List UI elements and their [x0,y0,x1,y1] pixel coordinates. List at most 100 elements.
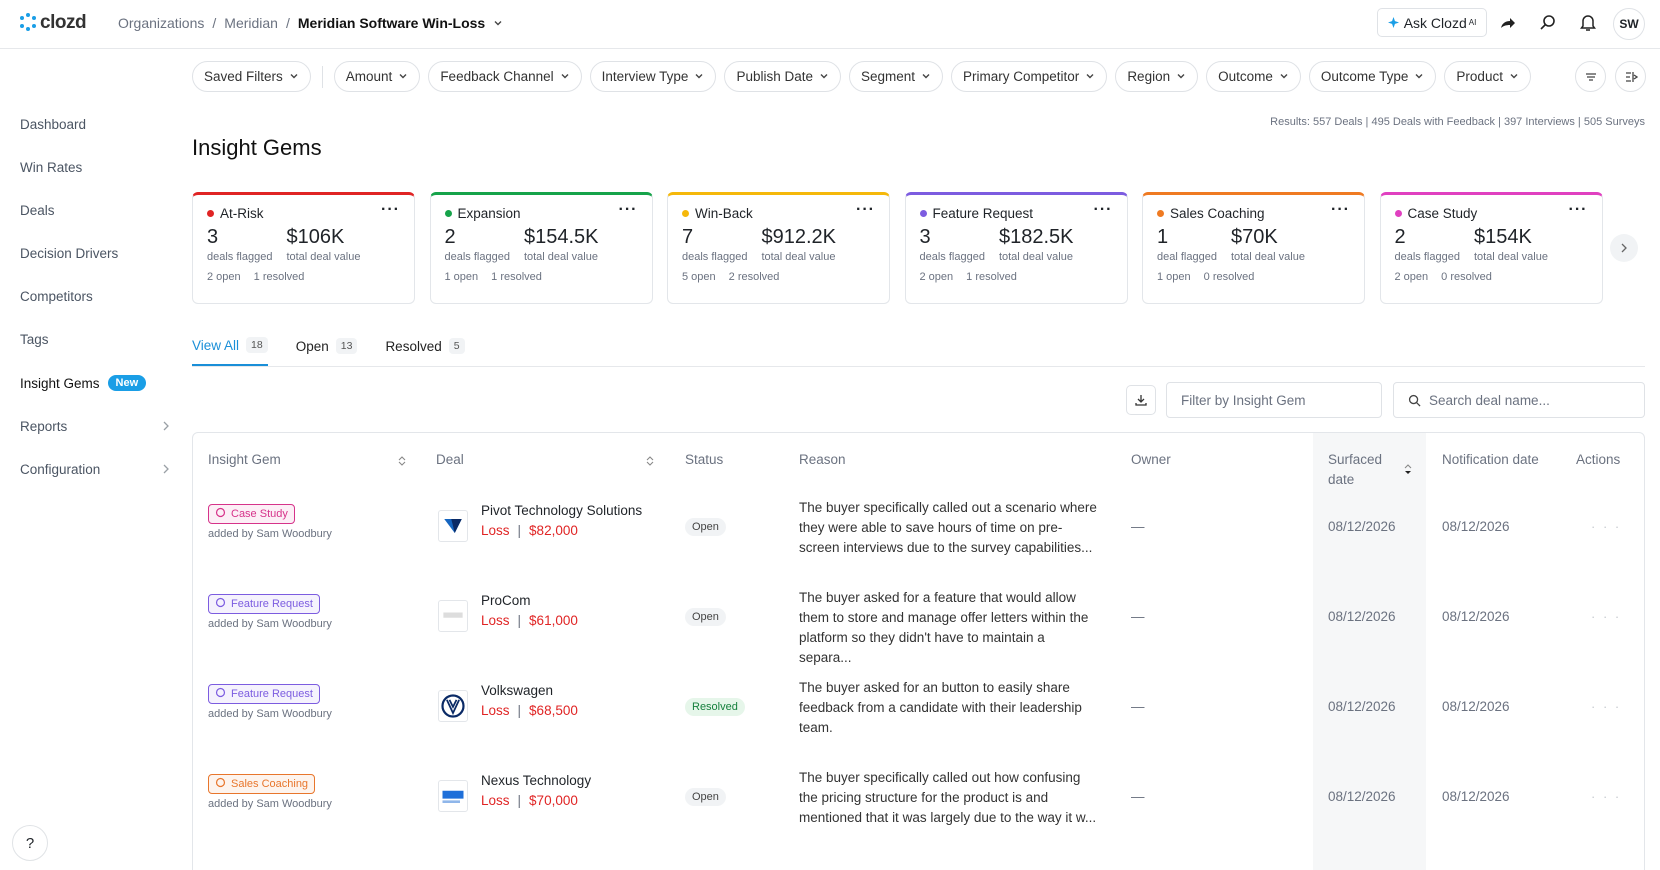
sidebar-item[interactable]: Deals [20,203,170,218]
gem-label: Case Study [231,508,288,520]
column-header: Notification date [1442,452,1539,467]
sidebar-item[interactable]: Competitors [20,289,170,304]
top-bar: clozd Organizations / Meridian / Meridian Sof… [0,0,1660,49]
card-value-block: $70K total deal value [1231,226,1305,263]
filter-separator [321,65,323,88]
card-count-block: 3 deals flagged [920,226,985,263]
breadcrumb[interactable]: Meridian Software Win-Loss [297,15,486,31]
deal-cell: Pivot Technology Solutions Loss | $82,000 [481,503,642,538]
sort-icon[interactable] [398,454,406,472]
filter-chevron [289,69,299,84]
insight-card[interactable]: Expansion ··· 2 deals flagged $154.5K total d… [429,192,653,304]
breadcrumb[interactable]: Organizations [118,15,205,31]
company-name[interactable]: Volkswagen [481,683,554,698]
card-menu[interactable]: ··· [618,201,638,218]
deal-cell: Nexus Technology Loss | $70,000 [481,773,591,808]
filter-button[interactable]: Feedback Channel [428,61,582,92]
card-menu[interactable]: ··· [1331,201,1350,218]
filter-label: Segment [860,69,916,84]
sidebar-item[interactable]: Configuration [20,461,170,477]
insight-card[interactable]: At-Risk ··· 3 deals flagged $106K total deal … [192,192,415,304]
cards-next[interactable] [1610,234,1638,262]
filter-button[interactable]: Interview Type [589,61,717,92]
card-value: $106K [286,226,345,248]
card-menu[interactable]: ··· [381,201,400,218]
company-name[interactable]: ProCom [481,593,531,608]
chevron [1177,74,1185,79]
filter-button[interactable]: Product [1444,61,1531,92]
card-menu[interactable]: ··· [1093,201,1113,218]
notification-date: 08/12/2026 [1442,789,1510,804]
tab-count: 18 [246,337,268,353]
filter-button[interactable]: Region [1115,61,1199,92]
filter-button[interactable]: Outcome [1206,61,1301,92]
crumb-separator: / [212,15,217,31]
sparkle-icon [1387,15,1399,31]
card-count-label: deals flagged [919,251,985,263]
sidebar-label: Insight Gems [20,375,100,391]
row-actions[interactable]: · · · [1591,609,1622,624]
sidebar-item[interactable]: Insight Gems New [20,375,170,391]
breadcrumb-dropdown[interactable] [493,15,503,31]
sort-active-icon[interactable] [1404,463,1412,481]
filter-button[interactable]: Primary Competitor [951,61,1108,92]
sidebar-item[interactable]: Dashboard [20,117,170,132]
bell-icon[interactable] [1578,13,1598,38]
filter-button[interactable]: Saved Filters [192,61,311,92]
card-dot [1157,210,1164,217]
gem-tag: Feature Request [208,594,320,614]
card-name: At-Risk [220,206,264,221]
sidebar-item[interactable]: Win Rates [20,160,170,175]
gem-filter-input[interactable]: Filter by Insight Gem [1166,382,1382,418]
company-name[interactable]: Nexus Technology [481,773,592,788]
logo: clozd [40,12,87,33]
card-dot [444,210,452,217]
sidebar-item[interactable]: Reports [20,418,170,434]
deal-divider: | [517,793,522,808]
insight-card[interactable]: Feature Request ··· 3 deals flagged $182.5K t… [904,192,1128,304]
search-input[interactable]: Search deal name... [1393,382,1645,418]
card-menu[interactable]: ··· [856,201,875,218]
sidebar-item[interactable]: Decision Drivers [20,246,170,261]
company-name[interactable]: Pivot Technology Solutions [481,503,643,518]
filter-button[interactable]: Publish Date [724,61,841,92]
breadcrumb[interactable]: Meridian [224,15,278,31]
row-actions[interactable]: · · · [1591,699,1622,714]
reason: The buyer asked for a feature that would… [799,590,1089,665]
settings-button[interactable] [1575,61,1606,92]
column-header: Owner [1131,452,1171,467]
sort-icon[interactable] [646,454,654,472]
sidebar-label: Competitors [20,289,93,304]
column-header: Deal [436,452,464,467]
gem-tag: Case Study [208,504,295,524]
filter-button[interactable]: Segment [848,61,944,92]
insight-card[interactable]: Case Study ··· 2 deals flagged $154K total de… [1379,192,1603,304]
sidebar-item[interactable]: Tags [20,332,170,347]
gem-cell: Case Study added by Sam Woodbury [208,504,332,540]
insight-card[interactable]: Win-Back ··· 7 deals flagged $912.2K total de… [667,192,890,304]
avatar[interactable]: SW [1613,8,1645,40]
row-actions[interactable]: · · · [1591,519,1622,534]
status-pill: Open [685,788,726,806]
tab[interactable]: Resolved 5 [385,337,465,366]
ask-button[interactable]: Ask Clozd AI [1377,8,1487,37]
search-icon[interactable] [1538,13,1558,38]
card-menu[interactable]: ··· [1568,201,1588,218]
insight-card[interactable]: Sales Coaching ··· 1 deal flagged $70K total … [1142,192,1365,304]
download-button[interactable] [1126,385,1156,415]
compare-button[interactable] [1615,61,1646,92]
card-count: 3 [207,226,219,248]
tab[interactable]: View All 18 [192,337,268,366]
tab[interactable]: Open 13 [296,337,358,366]
tab-label: View All [192,337,240,353]
card-footer: 1 open 0 resolved [1157,271,1350,283]
filter-label: Publish Date [736,69,813,84]
filter-button[interactable]: Outcome Type [1308,61,1437,92]
share-icon[interactable] [1498,13,1518,38]
card-value-label: total deal value [523,251,598,263]
help-button[interactable]: ? [12,825,48,861]
row-actions[interactable]: · · · [1591,789,1622,804]
card-name: Feature Request [932,206,1034,221]
filter-button[interactable]: Amount [333,61,421,92]
notification-date: 08/12/2026 [1442,609,1510,624]
